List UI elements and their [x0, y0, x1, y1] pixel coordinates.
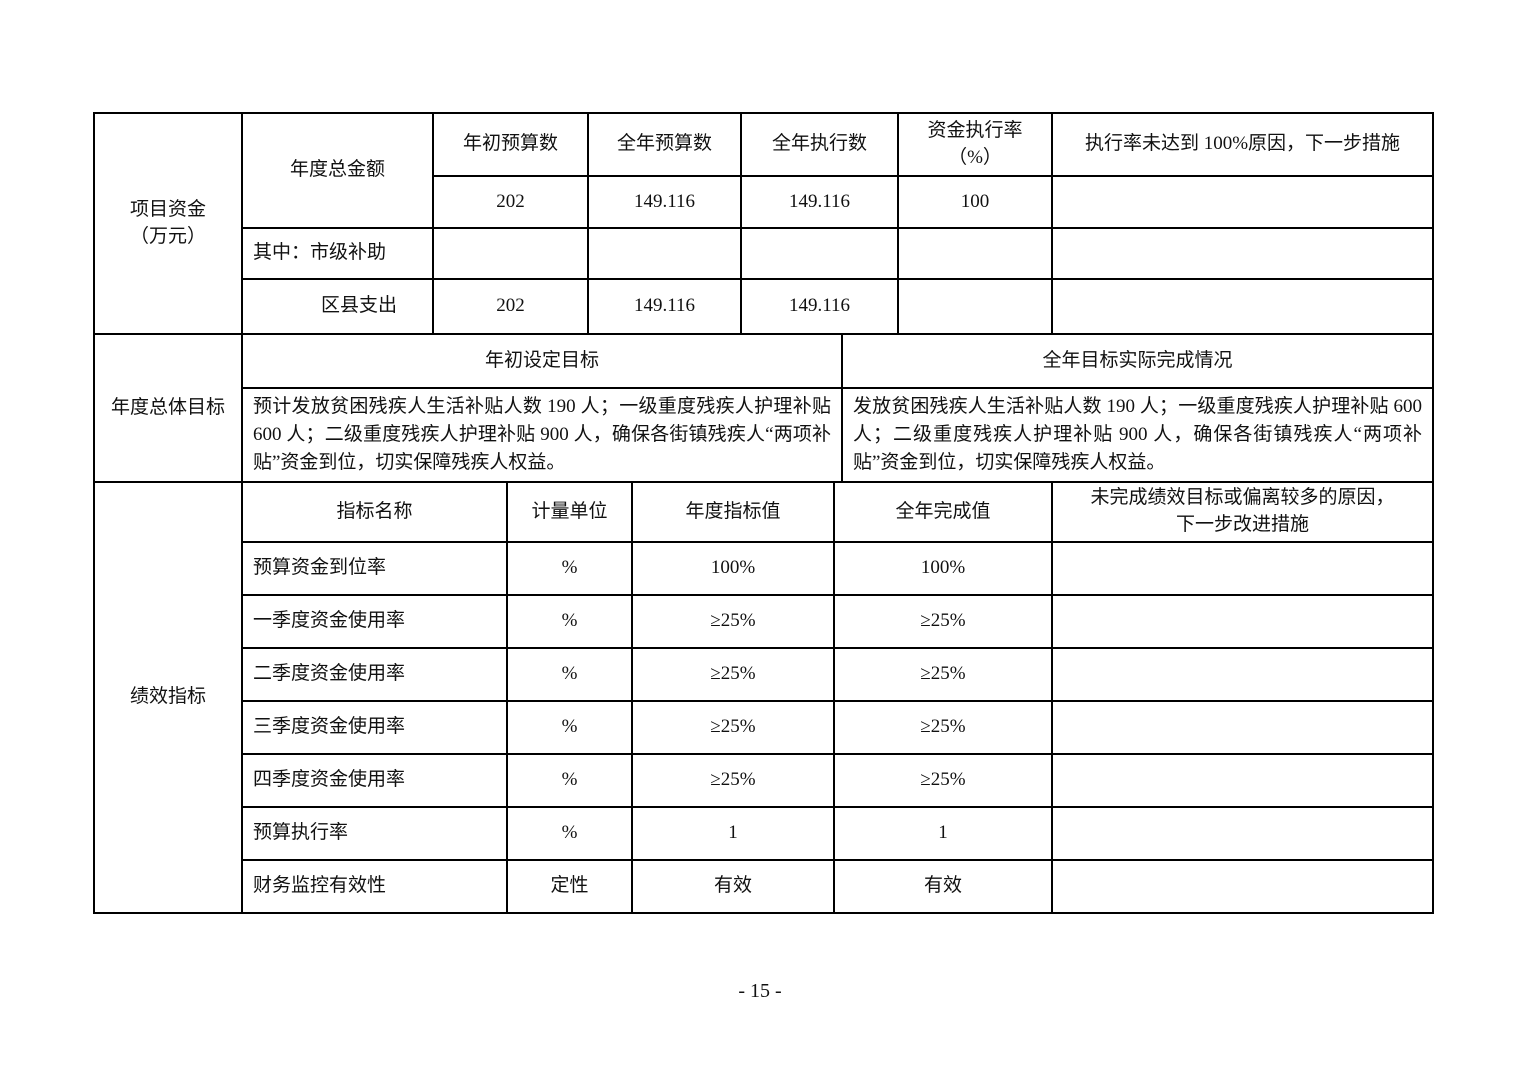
- funding-total-execution-rate: 100: [897, 175, 1053, 229]
- funding-city-execution-rate: [897, 227, 1053, 280]
- indicator-name: 预算资金到位率: [241, 541, 508, 596]
- indicator-reason: [1051, 806, 1434, 861]
- funding-district-annual-execution: 149.116: [740, 278, 899, 335]
- funding-total-initial-budget: 202: [432, 175, 589, 229]
- table-row: 三季度资金使用率 % ≥25% ≥25%: [94, 700, 1434, 755]
- funding-city-initial-budget: [432, 227, 589, 280]
- indicator-reason: [1051, 647, 1434, 702]
- funding-header-annual-execution: 全年执行数: [740, 112, 899, 177]
- indicator-actual: ≥25%: [833, 647, 1053, 702]
- table-row: 一季度资金使用率 % ≥25% ≥25%: [94, 594, 1434, 649]
- funding-district-execution-rate: [897, 278, 1053, 335]
- indicator-actual: ≥25%: [833, 594, 1053, 649]
- indicator-reason: [1051, 700, 1434, 755]
- funding-row-label-city-subsidy: 其中：市级补助: [241, 227, 434, 280]
- indicator-unit: 定性: [506, 859, 633, 914]
- indicator-target: ≥25%: [631, 753, 835, 808]
- funding-section-label: 项目资金 （万元）: [93, 112, 243, 335]
- funding-district-reason: [1051, 278, 1434, 335]
- table-row: 其中：市级补助: [94, 227, 1434, 280]
- indicator-actual: 100%: [833, 541, 1053, 596]
- indicator-reason: [1051, 594, 1434, 649]
- indicator-name: 三季度资金使用率: [241, 700, 508, 755]
- funding-city-reason: [1051, 227, 1434, 280]
- annual-goal-actual-header: 全年目标实际完成情况: [841, 333, 1434, 389]
- indicator-name: 预算执行率: [241, 806, 508, 861]
- performance-section-label: 绩效指标: [93, 481, 243, 914]
- indicator-target: 100%: [631, 541, 835, 596]
- table-row: 预计发放贫困残疾人生活补贴人数 190 人；一级重度残疾人护理补贴 600 人；…: [94, 387, 1434, 483]
- funding-district-initial-budget: 202: [432, 278, 589, 335]
- performance-header-annual-target: 年度指标值: [631, 481, 835, 543]
- indicator-unit: %: [506, 753, 633, 808]
- table-row: 二季度资金使用率 % ≥25% ≥25%: [94, 647, 1434, 702]
- funding-row-label-district-expense: 区县支出: [241, 278, 434, 335]
- indicator-reason: [1051, 541, 1434, 596]
- annual-goal-section-label: 年度总体目标: [93, 333, 243, 483]
- annual-goal-table: 年度总体目标 年初设定目标 全年目标实际完成情况 预计发放贫困残疾人生活补贴人数…: [93, 333, 1434, 483]
- page-number: - 15 -: [738, 980, 782, 1002]
- indicator-target: 1: [631, 806, 835, 861]
- performance-header-unit: 计量单位: [506, 481, 633, 543]
- indicator-actual: ≥25%: [833, 753, 1053, 808]
- indicator-name: 四季度资金使用率: [241, 753, 508, 808]
- funding-header-reason: 执行率未达到 100%原因，下一步措施: [1051, 112, 1434, 177]
- funding-header-initial-budget: 年初预算数: [432, 112, 589, 177]
- indicator-name: 一季度资金使用率: [241, 594, 508, 649]
- funding-total-reason: [1051, 175, 1434, 229]
- indicator-target: ≥25%: [631, 594, 835, 649]
- indicator-unit: %: [506, 806, 633, 861]
- funding-total-annual-budget: 149.116: [587, 175, 742, 229]
- indicator-target: ≥25%: [631, 700, 835, 755]
- indicator-unit: %: [506, 700, 633, 755]
- indicator-actual: 有效: [833, 859, 1053, 914]
- indicator-name: 财务监控有效性: [241, 859, 508, 914]
- indicator-name: 二季度资金使用率: [241, 647, 508, 702]
- funding-header-execution-rate: 资金执行率 （%）: [897, 112, 1053, 177]
- table-row: 预算资金到位率 % 100% 100%: [94, 541, 1434, 596]
- funding-row-label-annual-total: 年度总金额: [241, 112, 434, 229]
- report-table-wrapper: 项目资金 （万元） 年度总金额 年初预算数 全年预算数 全年执行数 资金执行率 …: [93, 112, 1434, 914]
- funding-city-annual-budget: [587, 227, 742, 280]
- funding-city-annual-execution: [740, 227, 899, 280]
- funding-total-annual-execution: 149.116: [740, 175, 899, 229]
- annual-goal-initial-header: 年初设定目标: [241, 333, 843, 389]
- indicator-target: 有效: [631, 859, 835, 914]
- indicator-actual: ≥25%: [833, 700, 1053, 755]
- performance-header-annual-actual: 全年完成值: [833, 481, 1053, 543]
- indicator-target: ≥25%: [631, 647, 835, 702]
- annual-goal-actual-text: 发放贫困残疾人生活补贴人数 190 人；一级重度残疾人护理补贴 600 人；二级…: [841, 387, 1434, 483]
- funding-header-annual-budget: 全年预算数: [587, 112, 742, 177]
- funding-table: 项目资金 （万元） 年度总金额 年初预算数 全年预算数 全年执行数 资金执行率 …: [93, 112, 1434, 335]
- annual-goal-initial-text: 预计发放贫困残疾人生活补贴人数 190 人；一级重度残疾人护理补贴 600 人；…: [241, 387, 843, 483]
- table-row: 财务监控有效性 定性 有效 有效: [94, 859, 1434, 914]
- indicator-reason: [1051, 753, 1434, 808]
- indicator-unit: %: [506, 594, 633, 649]
- indicator-unit: %: [506, 647, 633, 702]
- table-row: 202 149.116 149.116 100: [94, 175, 1434, 229]
- indicator-actual: 1: [833, 806, 1053, 861]
- table-row: 四季度资金使用率 % ≥25% ≥25%: [94, 753, 1434, 808]
- indicator-reason: [1051, 859, 1434, 914]
- indicator-unit: %: [506, 541, 633, 596]
- performance-header-reason: 未完成绩效目标或偏离较多的原因， 下一步改进措施: [1051, 481, 1434, 543]
- table-row: 区县支出 202 149.116 149.116: [94, 278, 1434, 335]
- funding-district-annual-budget: 149.116: [587, 278, 742, 335]
- table-row: 预算执行率 % 1 1: [94, 806, 1434, 861]
- performance-header-name: 指标名称: [241, 481, 508, 543]
- performance-table: 绩效指标 指标名称 计量单位 年度指标值 全年完成值 未完成绩效目标或偏离较多的…: [93, 481, 1434, 914]
